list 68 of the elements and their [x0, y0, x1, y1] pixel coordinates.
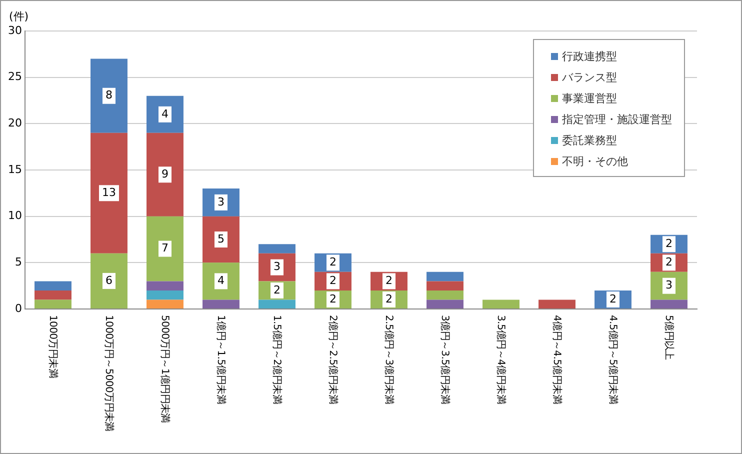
- bar: [258, 244, 296, 254]
- y-tick-label: 20: [8, 116, 22, 130]
- x-tick-label: 2.5億円～3億円未満: [382, 315, 396, 404]
- bar: [482, 300, 520, 308]
- bar: [538, 300, 576, 308]
- legend-label: 委託業務型: [562, 133, 618, 149]
- y-tick-label: 30: [8, 24, 22, 37]
- bar: [426, 300, 464, 308]
- x-tick-label: 5億円以上: [662, 315, 676, 360]
- y-tick-label: 10: [8, 209, 22, 222]
- legend-label: 指定管理・施設運営型: [562, 112, 672, 128]
- bar: [146, 300, 184, 308]
- y-axis-title: (件): [9, 9, 29, 24]
- data-label: 2: [666, 256, 672, 269]
- y-tick-label: 15: [8, 162, 22, 176]
- data-label: 3: [274, 260, 280, 274]
- data-label: 9: [162, 167, 168, 180]
- bar: [146, 290, 184, 300]
- data-label: 4: [218, 274, 224, 288]
- data-label: 2: [274, 283, 280, 296]
- x-tick-label: 1億円～1.5億円未満: [214, 315, 228, 404]
- data-label: 8: [105, 88, 112, 102]
- x-tick-label: 4億円～4.5億円未満: [550, 315, 564, 404]
- legend-label: バランス型: [562, 70, 618, 86]
- x-tick-label: 1.5億円～2億円未満: [270, 315, 284, 404]
- x-tick-label: 2億円～2.5億円未満: [326, 315, 340, 404]
- bar: [90, 253, 128, 308]
- bar: [426, 290, 464, 300]
- data-label: 7: [162, 242, 168, 255]
- data-label: 5: [218, 232, 224, 246]
- legend-label: 不明・その他: [562, 154, 629, 170]
- bar: [34, 300, 72, 308]
- x-tick-label: 4.5億円～5億円未満: [606, 315, 620, 404]
- x-tick-label: 3億円～3.5億円未満: [438, 315, 452, 404]
- bar: [146, 281, 184, 290]
- x-tick-label: 1000万円未満: [46, 315, 60, 378]
- bar: [146, 132, 184, 216]
- bar: [34, 290, 72, 300]
- data-label: 2: [330, 256, 336, 269]
- x-tick-label: 5000万円～1億円円未満: [158, 315, 172, 423]
- bar: [34, 281, 72, 290]
- y-tick-label: 0: [14, 302, 22, 315]
- bar: [426, 281, 464, 290]
- data-label: 3: [218, 195, 224, 208]
- data-label: 2: [610, 292, 616, 306]
- bar: [90, 132, 128, 254]
- y-tick-label: 25: [8, 70, 22, 84]
- data-label: 2: [330, 274, 336, 288]
- bar: [90, 58, 128, 133]
- bar: [146, 216, 184, 282]
- x-tick-label: 1000万円～5000万円未満: [102, 315, 116, 432]
- bar: [650, 300, 688, 308]
- data-label: 2: [330, 292, 336, 306]
- bar: [426, 272, 464, 282]
- data-label: 2: [666, 236, 672, 250]
- legend-label: 行政連携型: [562, 49, 618, 65]
- data-label: 4: [162, 107, 168, 120]
- data-label: 13: [102, 186, 116, 200]
- bar: [202, 300, 240, 308]
- bar: [258, 300, 296, 308]
- data-label: 3: [666, 278, 672, 292]
- bar: [202, 216, 240, 263]
- x-tick-label: 3.5億円～4億円未満: [494, 315, 508, 404]
- legend-label: 事業運営型: [562, 91, 618, 107]
- data-label: 2: [386, 292, 392, 306]
- data-label: 2: [386, 274, 392, 288]
- y-tick-label: 5: [14, 256, 22, 269]
- data-label: 6: [105, 274, 112, 287]
